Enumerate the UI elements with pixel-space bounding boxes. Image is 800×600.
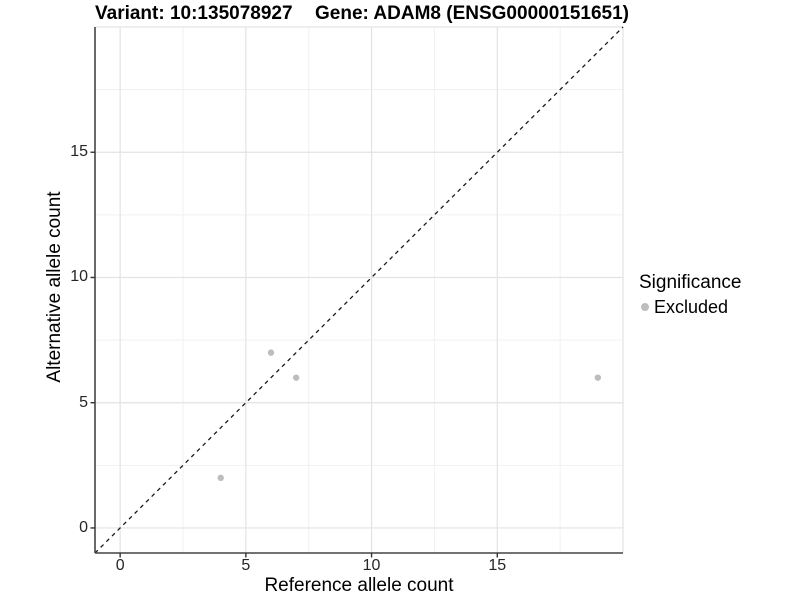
legend: Significance Excluded [639,271,741,317]
x-axis-title: Reference allele count [264,575,454,596]
data-point [594,374,602,381]
x-tick-label: 0 [115,557,125,574]
y-tick-label: 15 [70,143,88,161]
y-tick-label: 10 [70,268,88,286]
data-point [217,474,224,482]
plot-title-variant: Variant: 10:135078927 [95,3,293,24]
data-point [292,374,300,381]
identity-line [94,26,624,554]
x-tick-label: 10 [362,557,381,574]
x-tick-label: 5 [241,557,251,574]
data-point [267,349,275,356]
legend-item-label: Excluded [654,297,729,317]
x-tick-label: 15 [488,557,507,574]
plot-title-row: Variant: 10:135078927 Gene: ADAM8 (ENSG0… [95,3,629,25]
legend-item-excluded: Excluded [639,297,741,317]
y-axis-title: Alternative allele count [44,191,65,383]
excluded-point-icon [641,303,649,311]
legend-title: Significance [639,272,742,293]
plot-title-gene: Gene: ADAM8 (ENSG00000151651) [315,3,629,24]
y-tick-label: 5 [79,393,88,411]
y-tick-label: 0 [79,518,88,536]
